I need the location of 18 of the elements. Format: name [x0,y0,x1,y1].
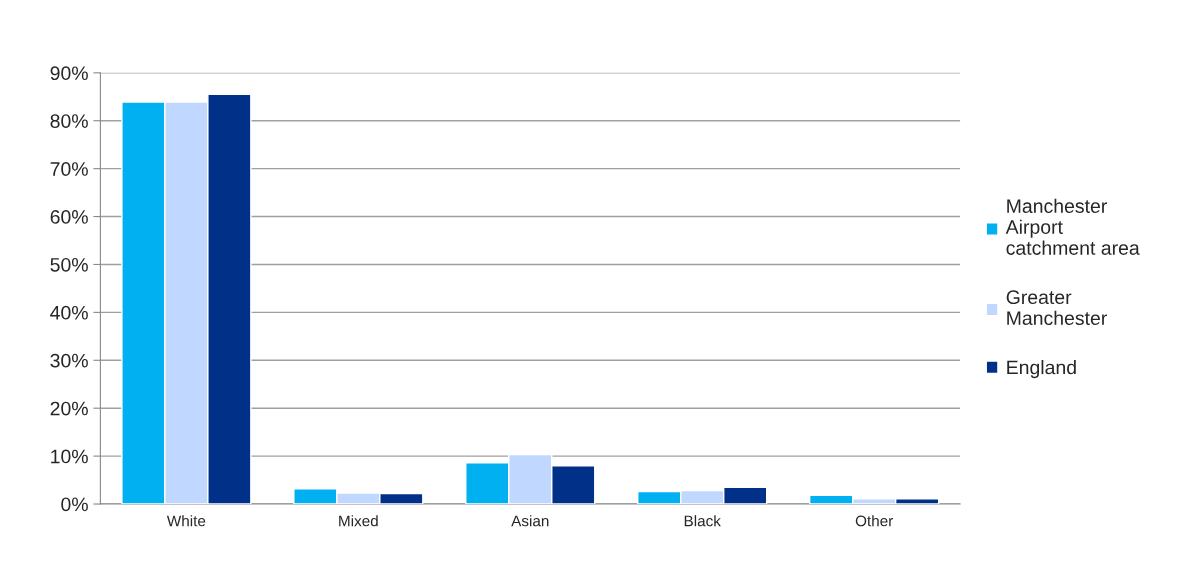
x-tick-label: White [166,515,206,527]
x-tick-label: Mixed [339,515,378,527]
y-tick-label: 70% [50,162,88,176]
legend-label: Manchester Airport catchment area [1005,198,1140,255]
legend-label: England [1007,360,1076,379]
x-tick-label: Other [855,515,894,527]
y-tick-label: 50% [50,257,88,272]
y-tick-label: 10% [51,449,88,464]
x-tick-label: Asian [511,515,549,527]
legend-label: Greater Manchester [1006,290,1107,326]
y-tick-label: 40% [50,305,88,320]
y-tick-label: 20% [50,401,88,416]
y-tick-label: 90% [50,66,88,81]
y-tick-label: 30% [50,353,88,368]
y-tick-label: 80% [50,114,88,128]
y-tick-label: 60% [50,210,88,224]
x-tick-label: Black [684,515,721,527]
y-tick-label: 0% [61,497,88,512]
